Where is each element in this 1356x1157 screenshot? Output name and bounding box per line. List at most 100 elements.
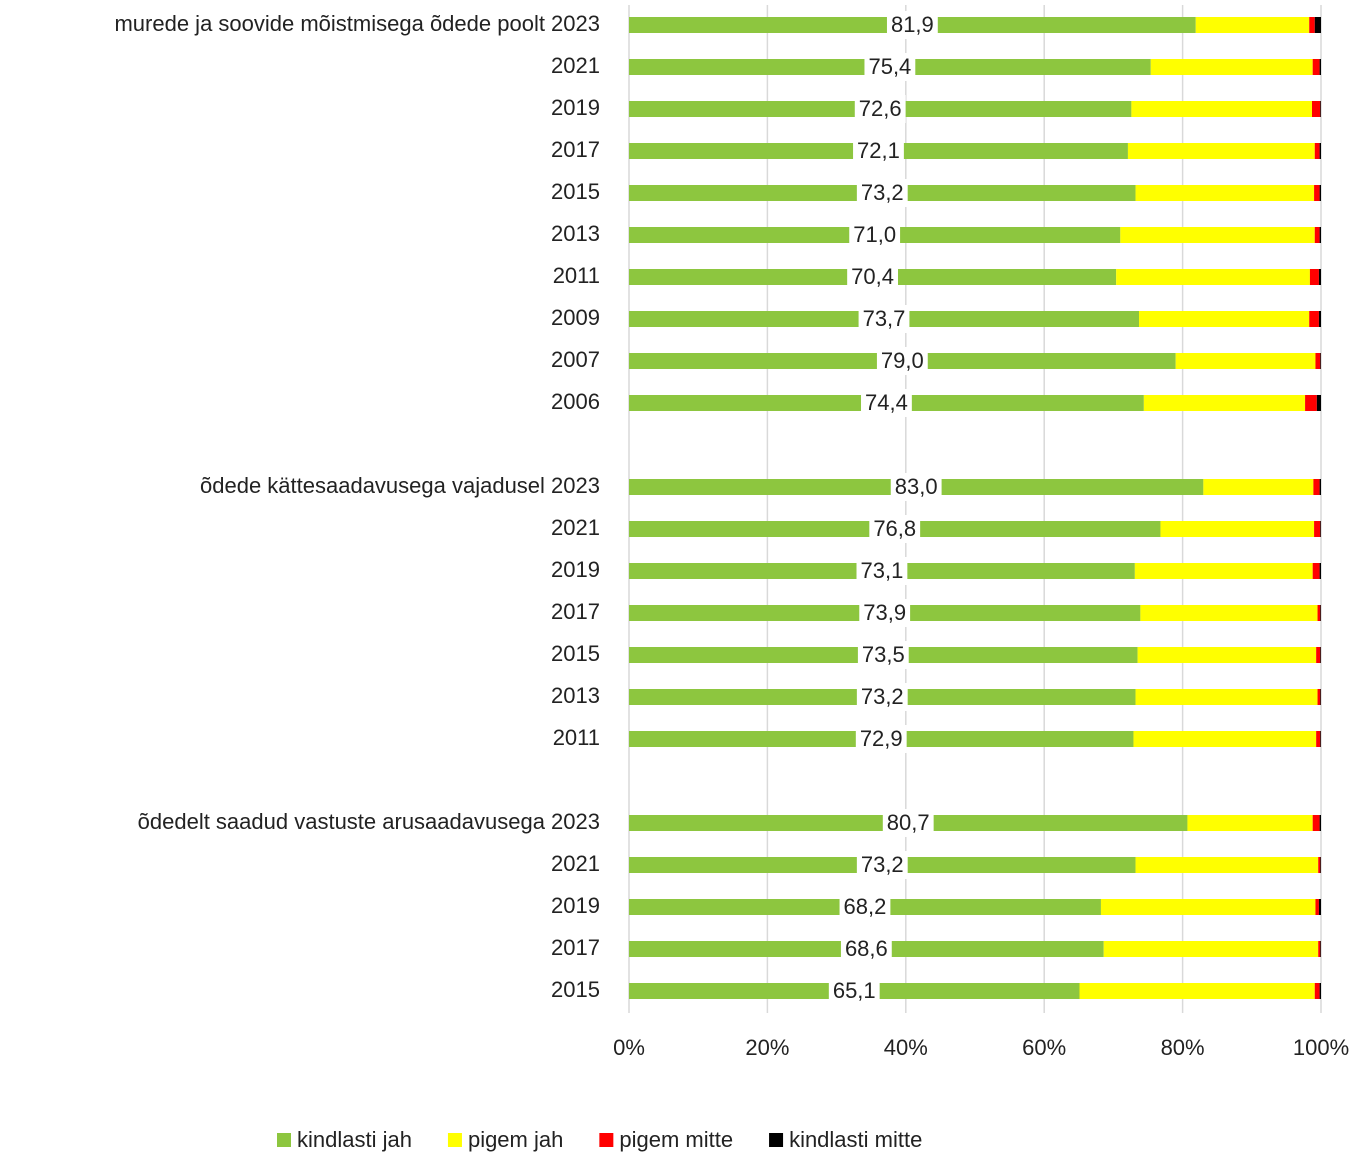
bar-segment	[1315, 899, 1319, 915]
bar-segment	[1318, 857, 1321, 873]
data-label: 73,1	[861, 558, 904, 583]
category-label: 2015	[551, 977, 600, 1002]
bar-segment	[1135, 857, 1319, 873]
bar-segment	[1140, 605, 1318, 621]
bar-segment	[1320, 605, 1321, 621]
bar-segment	[1318, 899, 1321, 915]
bar-segment	[1135, 185, 1315, 201]
data-label-bg	[869, 515, 921, 543]
data-label-bg	[839, 893, 891, 921]
data-label-bg	[859, 599, 911, 627]
category-label: 2009	[551, 305, 600, 330]
category-label: 2021	[551, 515, 600, 540]
bar-segment	[1319, 983, 1321, 999]
data-label-bg	[854, 95, 906, 123]
bar-segment	[1309, 269, 1319, 285]
data-label-bg	[857, 641, 909, 669]
data-label-bg	[856, 683, 908, 711]
data-label-bg	[856, 557, 908, 585]
bar-segment	[1320, 521, 1321, 537]
bar-segment	[1079, 983, 1315, 999]
bar-segment	[1319, 227, 1321, 243]
data-label-bg	[864, 53, 916, 81]
bar-segment	[1318, 269, 1321, 285]
bar-segment	[1137, 647, 1317, 663]
category-label: 2019	[551, 557, 600, 582]
bar-segment	[1317, 689, 1321, 705]
data-label-bg	[853, 137, 904, 165]
data-label-bg	[858, 305, 910, 333]
legend-label: kindlasti mitte	[789, 1127, 922, 1152]
category-label: 2017	[551, 137, 600, 162]
legend-swatch	[447, 1133, 462, 1147]
bar-segment	[1319, 815, 1321, 831]
bar-segment	[1316, 395, 1321, 411]
category-label: 2017	[551, 599, 600, 624]
category-label: murede ja soovide mõistmisega õdede pool…	[114, 11, 600, 36]
bar-segment	[1150, 59, 1313, 75]
data-label: 73,7	[863, 306, 906, 331]
data-label: 79,0	[881, 348, 924, 373]
data-label: 74,4	[865, 390, 908, 415]
data-label: 73,2	[861, 684, 904, 709]
category-label: 2013	[551, 683, 600, 708]
legend-label: pigem jah	[468, 1127, 563, 1152]
data-label-bg	[840, 935, 892, 963]
category-label: 2006	[551, 389, 600, 414]
bar-segment	[1134, 563, 1313, 579]
data-label: 68,6	[845, 936, 888, 961]
category-label: õdedelt saadud vastuste arusaadavusega 2…	[138, 809, 600, 834]
x-tick-label: 60%	[1022, 1035, 1066, 1060]
bar-segment	[1318, 311, 1321, 327]
bar-segment	[1318, 941, 1321, 957]
bar-segment	[1314, 17, 1321, 33]
x-tick-label: 40%	[884, 1035, 928, 1060]
category-label: 2007	[551, 347, 600, 372]
bar-segment	[1312, 815, 1320, 831]
data-label: 75,4	[868, 54, 911, 79]
category-label: 2015	[551, 641, 600, 666]
bar-segment	[1320, 101, 1321, 117]
bar-segment	[1319, 59, 1321, 75]
bar-segment	[1314, 521, 1321, 537]
bar-segment	[1103, 941, 1319, 957]
bar-segment	[1315, 353, 1321, 369]
data-label: 72,9	[860, 726, 903, 751]
bar-segment	[1320, 941, 1321, 957]
x-tick-label: 20%	[745, 1035, 789, 1060]
bar-segment	[1316, 647, 1321, 663]
bar-segment	[1319, 143, 1321, 159]
category-label: 2017	[551, 935, 600, 960]
data-label: 72,6	[859, 96, 902, 121]
data-label: 83,0	[895, 474, 938, 499]
data-label-bg	[849, 221, 901, 249]
data-label-bg	[886, 11, 938, 39]
bar-segment	[1195, 17, 1310, 33]
legend-label: pigem mitte	[619, 1127, 733, 1152]
category-label: 2021	[551, 851, 600, 876]
bar-segment	[1319, 563, 1321, 579]
category-label: 2011	[553, 725, 600, 750]
data-label: 72,1	[857, 138, 900, 163]
bar-segment	[1319, 185, 1321, 201]
bar-segment	[1305, 395, 1317, 411]
data-label-bg	[856, 179, 908, 207]
data-label: 76,8	[873, 516, 916, 541]
category-label: 2019	[551, 893, 600, 918]
category-label: 2011	[553, 263, 600, 288]
data-label: 81,9	[891, 12, 934, 37]
data-label: 71,0	[853, 222, 896, 247]
category-label: õdede kättesaadavusega vajadusel 2023	[200, 473, 600, 498]
bar-segment	[1309, 311, 1319, 327]
bar-segment	[1133, 731, 1317, 747]
bar-segment	[1175, 353, 1316, 369]
bar-segment	[1120, 227, 1315, 243]
bar-segment	[1314, 185, 1320, 201]
bar-segment	[1131, 101, 1313, 117]
bar-segment	[1313, 479, 1320, 495]
x-tick-label: 0%	[613, 1035, 645, 1060]
category-label: 2015	[551, 179, 600, 204]
data-label: 73,2	[861, 852, 904, 877]
legend-swatch	[277, 1133, 291, 1147]
